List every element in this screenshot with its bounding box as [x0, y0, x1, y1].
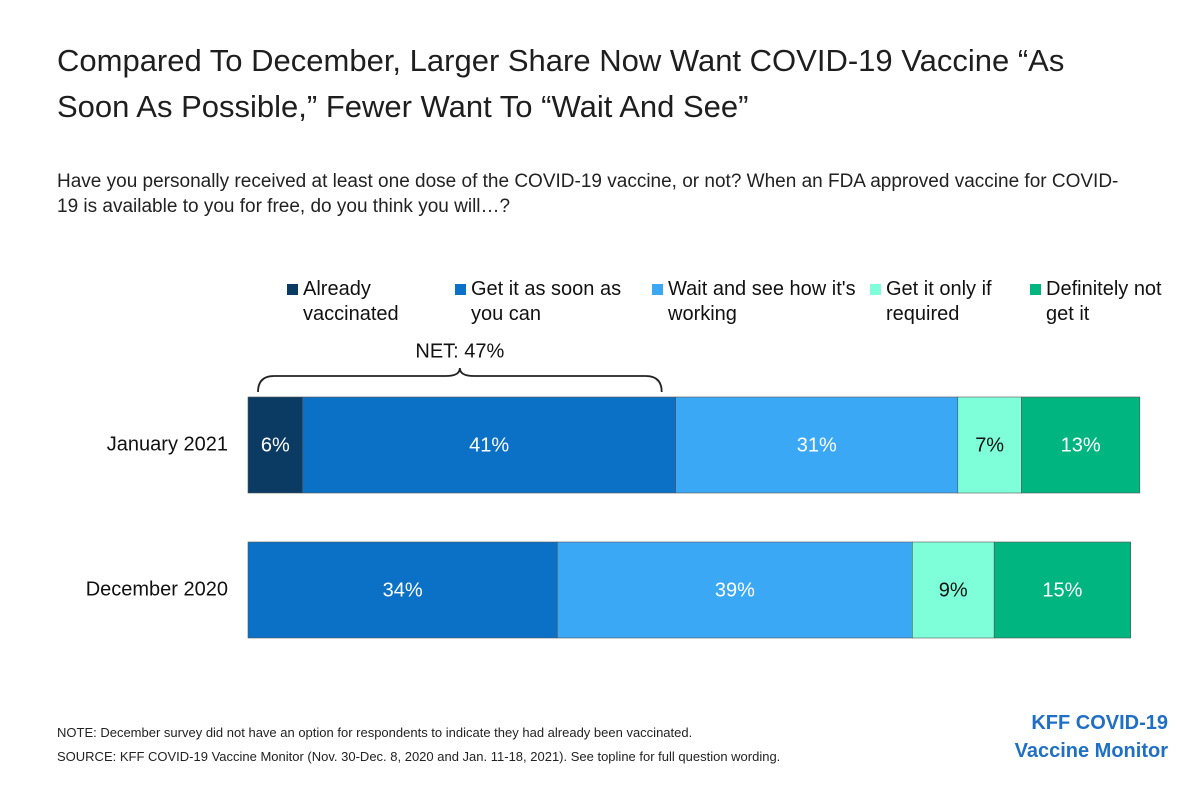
- legend-label: Definitely not get it: [1046, 278, 1162, 325]
- data-label: 34%: [383, 579, 423, 601]
- y-tick-label: December 2020: [86, 578, 228, 600]
- legend-label: Get it as soon as you can: [471, 278, 622, 325]
- bar-segment: [247, 396, 303, 494]
- data-label: 15%: [1042, 579, 1082, 601]
- bar-segment: [302, 396, 677, 494]
- data-label: 13%: [1061, 434, 1101, 456]
- bar-segment: [993, 541, 1132, 639]
- data-label: 9%: [939, 579, 968, 601]
- chart-subtitle: Have you personally received at least on…: [57, 171, 1119, 217]
- logo-line: Vaccine Monitor: [1014, 740, 1168, 762]
- data-label: 7%: [975, 434, 1004, 456]
- legend-label: Wait and see how it's working: [668, 278, 856, 325]
- logo-line: KFF COVID-19: [1031, 712, 1168, 734]
- bar-segment: [957, 396, 1022, 494]
- legend-label: Get it only if required: [886, 278, 992, 325]
- legend-swatch: [287, 284, 298, 295]
- annotation: NET: 47%: [415, 340, 504, 362]
- source: SOURCE: KFF COVID-19 Vaccine Monitor (No…: [57, 749, 781, 764]
- data-label: 41%: [469, 434, 509, 456]
- legend-swatch: [1030, 284, 1041, 295]
- legend-swatch: [455, 284, 466, 295]
- brace: [257, 367, 663, 393]
- bar-segment: [911, 541, 995, 639]
- bar-segment: [675, 396, 959, 494]
- note: NOTE: December survey did not have an op…: [57, 725, 693, 740]
- legend-swatch: [870, 284, 881, 295]
- legend-label: Already vaccinated: [303, 278, 399, 325]
- data-label: 31%: [797, 434, 837, 456]
- bar-segment: [1021, 396, 1141, 494]
- chart-title: Compared To December, Larger Share Now W…: [57, 43, 1065, 124]
- y-tick-label: January 2021: [107, 433, 228, 455]
- legend-swatch: [652, 284, 663, 295]
- data-label: 6%: [261, 434, 290, 456]
- bar-segment: [247, 541, 558, 639]
- data-label: 39%: [715, 579, 755, 601]
